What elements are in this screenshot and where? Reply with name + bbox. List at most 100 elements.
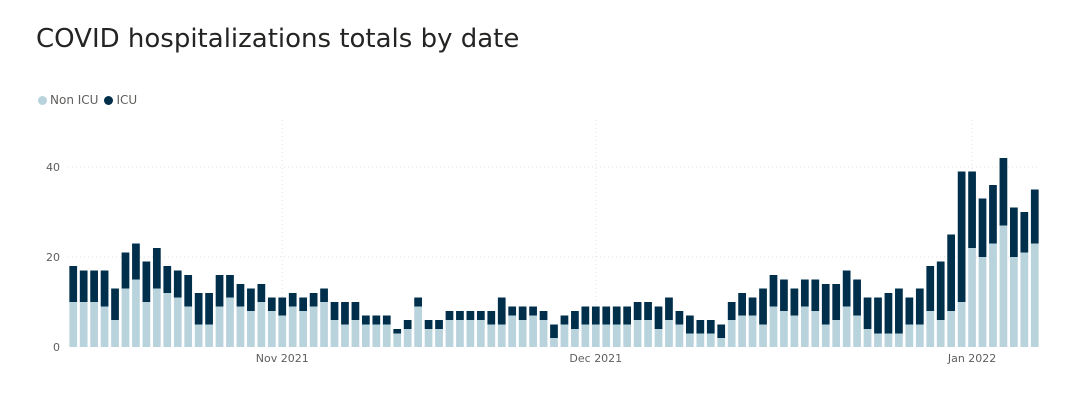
bar-icu bbox=[1010, 207, 1018, 257]
bar-icu bbox=[508, 306, 517, 316]
bar-icu bbox=[727, 302, 736, 320]
bar-non-icu bbox=[403, 329, 412, 347]
bar-icu bbox=[226, 275, 234, 298]
bar-non-icu bbox=[748, 315, 757, 347]
bar-icu bbox=[936, 261, 945, 320]
bar-icu bbox=[686, 315, 694, 334]
bar-non-icu bbox=[351, 320, 360, 347]
bar-icu bbox=[539, 311, 548, 320]
bar-non-icu bbox=[550, 338, 558, 347]
bar-non-icu bbox=[832, 320, 841, 347]
bar-icu bbox=[905, 297, 914, 325]
bar-icu bbox=[445, 311, 454, 320]
bar-non-icu bbox=[612, 324, 621, 347]
bar-icu bbox=[257, 284, 266, 302]
bar-icu bbox=[267, 297, 276, 311]
bar-icu bbox=[769, 275, 778, 307]
bar-icu bbox=[309, 293, 318, 307]
bar-non-icu bbox=[247, 311, 255, 347]
legend-item-non-icu[interactable]: Non ICU bbox=[38, 93, 98, 107]
bar-non-icu bbox=[497, 324, 506, 347]
bar-icu bbox=[132, 243, 140, 280]
bar-non-icu bbox=[100, 306, 109, 347]
bar-non-icu bbox=[414, 306, 422, 347]
bar-non-icu bbox=[727, 320, 736, 347]
bar-icu bbox=[696, 320, 705, 334]
bar-icu bbox=[978, 198, 987, 257]
x-tick-label: Jan 2022 bbox=[947, 352, 996, 365]
bar-icu bbox=[968, 171, 976, 248]
bar-icu bbox=[811, 279, 820, 311]
bar-icu bbox=[476, 311, 485, 320]
bar-non-icu bbox=[780, 311, 788, 347]
bar-non-icu bbox=[69, 302, 78, 347]
bar-icu bbox=[780, 279, 788, 311]
bar-non-icu bbox=[759, 324, 767, 347]
bar-icu bbox=[372, 315, 381, 325]
bar-non-icu bbox=[926, 311, 935, 347]
bar-icu bbox=[414, 297, 422, 307]
bar-non-icu bbox=[362, 324, 370, 347]
bar-non-icu bbox=[999, 225, 1008, 347]
bar-icu bbox=[247, 288, 255, 311]
bar-icu bbox=[152, 248, 161, 289]
bar-icu bbox=[424, 320, 433, 329]
bar-icu bbox=[821, 284, 830, 325]
bar-icu bbox=[278, 297, 287, 316]
bar-non-icu bbox=[706, 333, 715, 347]
bar-icu bbox=[832, 284, 841, 320]
bar-non-icu bbox=[978, 257, 987, 347]
bar-icu bbox=[351, 302, 360, 320]
bar-icu bbox=[194, 293, 203, 325]
bar-icu bbox=[947, 234, 956, 311]
bar-non-icu bbox=[1020, 252, 1029, 347]
bar-non-icu bbox=[874, 333, 882, 347]
bar-icu bbox=[215, 275, 224, 307]
bar-non-icu bbox=[529, 315, 537, 347]
bar-non-icu bbox=[686, 333, 694, 347]
bar-non-icu bbox=[696, 333, 705, 347]
bar-non-icu bbox=[717, 338, 726, 347]
bar-icu bbox=[560, 315, 569, 325]
bar-icu bbox=[957, 171, 966, 302]
legend-item-icu[interactable]: ICU bbox=[104, 93, 137, 107]
bar-icu bbox=[853, 279, 861, 316]
bar-non-icu bbox=[309, 306, 318, 347]
legend-label-icu: ICU bbox=[116, 93, 138, 107]
bar-non-icu bbox=[895, 333, 903, 347]
bar-icu bbox=[884, 293, 893, 334]
bar-icu bbox=[173, 270, 182, 298]
bar-icu bbox=[69, 266, 78, 302]
bar-icu bbox=[602, 306, 611, 325]
bar-icu bbox=[299, 297, 308, 311]
bar-icu bbox=[184, 275, 193, 307]
bar-non-icu bbox=[445, 320, 454, 347]
bar-non-icu bbox=[591, 324, 600, 347]
bar-non-icu bbox=[518, 320, 527, 347]
bar-non-icu bbox=[571, 329, 579, 347]
bar-non-icu bbox=[936, 320, 945, 347]
bar-non-icu bbox=[142, 302, 151, 347]
bar-non-icu bbox=[581, 324, 590, 347]
bar-non-icu bbox=[466, 320, 475, 347]
bar-non-icu bbox=[675, 324, 684, 347]
bar-non-icu bbox=[508, 315, 517, 347]
y-tick-label: 20 bbox=[46, 251, 60, 264]
bar-non-icu bbox=[853, 315, 861, 347]
bar-non-icu bbox=[267, 311, 276, 347]
bar-icu bbox=[571, 311, 579, 329]
legend-swatch-icu bbox=[104, 95, 114, 105]
bar-non-icu bbox=[79, 302, 88, 347]
bar-non-icu bbox=[456, 320, 464, 347]
bar-icu bbox=[591, 306, 600, 325]
bar-icu bbox=[623, 306, 632, 325]
bar-non-icu bbox=[654, 329, 663, 347]
bar-icu bbox=[790, 288, 799, 316]
bar-icu bbox=[456, 311, 464, 320]
bar-icu bbox=[320, 288, 328, 302]
bar-non-icu bbox=[163, 293, 172, 347]
bar-icu bbox=[633, 302, 642, 320]
bar-non-icu bbox=[288, 306, 297, 347]
bar-icu bbox=[581, 306, 590, 325]
bar-icu bbox=[1020, 212, 1029, 253]
